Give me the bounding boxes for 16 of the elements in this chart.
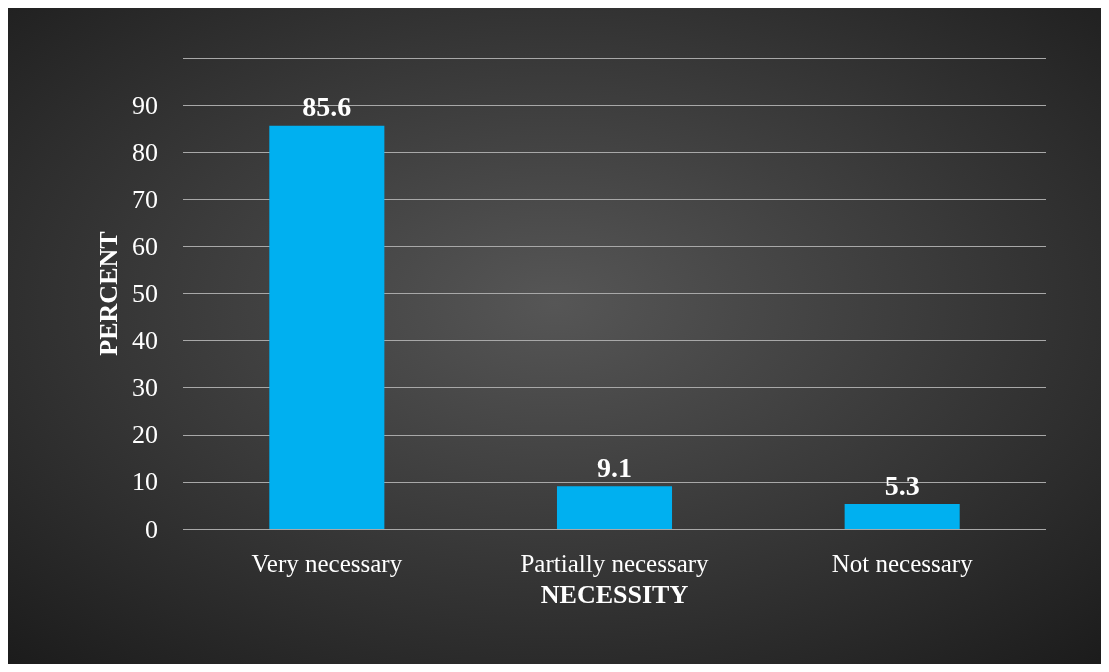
x-tick-label: Very necessary: [251, 550, 403, 577]
x-tick-label: Partially necessary: [520, 550, 710, 577]
y-tick-label: 90: [132, 90, 158, 120]
y-axis-title: PERCENT: [93, 231, 123, 356]
y-tick-label: 0: [145, 514, 158, 544]
y-tick-label: 10: [132, 467, 158, 497]
x-axis-title: NECESSITY: [540, 579, 689, 609]
y-tick-label: 50: [132, 279, 158, 308]
y-tick-label: 60: [132, 231, 158, 261]
data-label: 9.1: [597, 451, 632, 483]
y-tick-label: 30: [132, 373, 158, 403]
x-tick-label: Not necessary: [831, 550, 974, 577]
y-tick-label: 40: [132, 326, 158, 356]
y-tick-label: 70: [132, 184, 158, 214]
y-tick-label: 80: [132, 137, 158, 167]
y-tick-label: 20: [132, 420, 158, 450]
